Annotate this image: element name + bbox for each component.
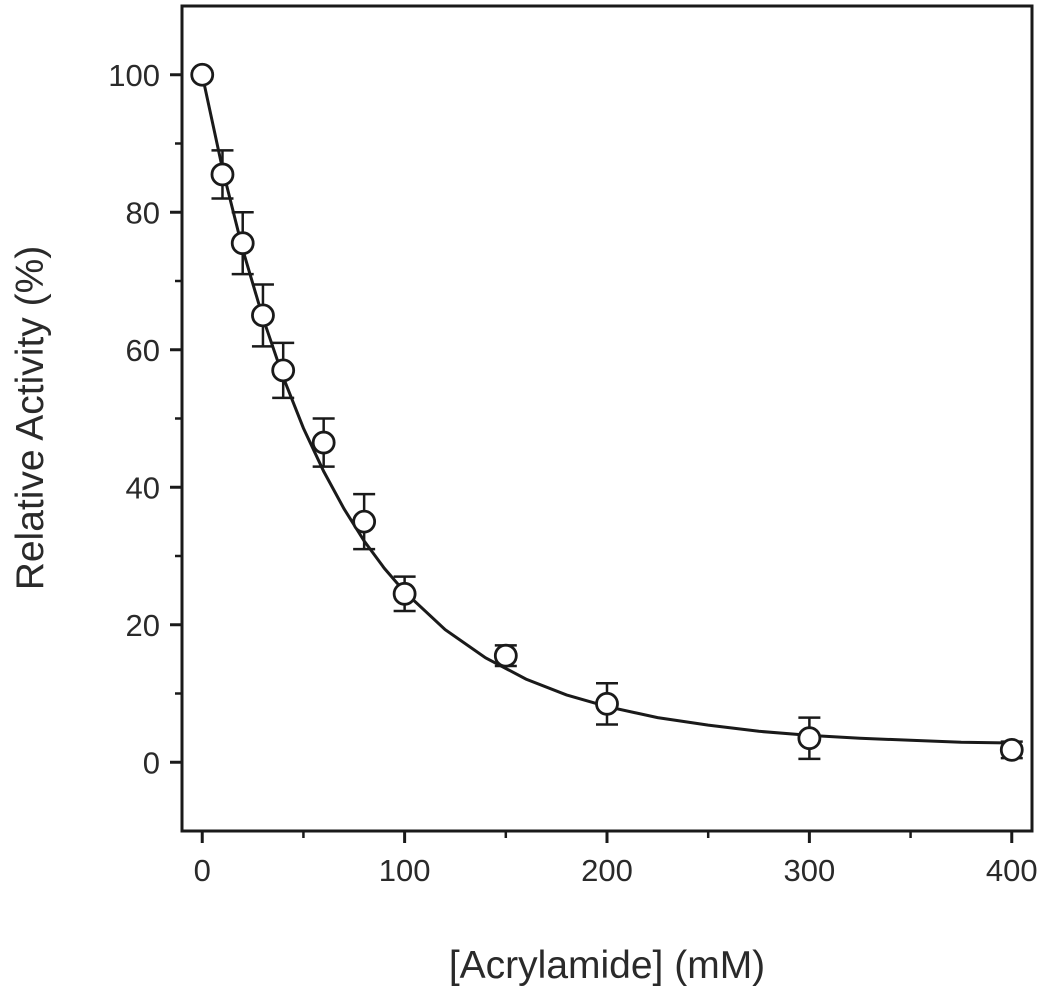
data-point: [493, 643, 518, 668]
y-axis-ticks: 0 20 40 60 80 100: [108, 58, 182, 780]
y-tick-label: 60: [126, 333, 160, 368]
data-point: [230, 231, 255, 256]
data-point: [352, 509, 377, 534]
y-tick-label: 80: [126, 195, 160, 230]
y-tick-label: 100: [108, 58, 160, 93]
data-point: [595, 691, 619, 716]
data-point: [999, 737, 1024, 762]
x-axis-title: [Acrylamide] (mM): [449, 944, 765, 987]
error-bars: [191, 70, 1023, 761]
y-tick-label: 20: [126, 608, 160, 643]
data-point: [797, 726, 822, 751]
data-point: [190, 62, 215, 87]
x-tick-label: 400: [986, 853, 1038, 888]
y-tick-label: 40: [126, 470, 160, 505]
x-tick-label: 200: [581, 853, 633, 888]
fit-curve: [200, 74, 1012, 745]
x-tick-label: 0: [194, 853, 211, 888]
x-axis-ticks: 0 100 200 300 400: [194, 831, 1038, 888]
data-point: [392, 581, 417, 606]
y-axis-title: Relative Activity (%): [9, 246, 52, 591]
data-points: [190, 62, 1024, 762]
data-point: [210, 162, 235, 187]
data-point: [311, 430, 336, 455]
data-point: [271, 358, 296, 383]
data-point: [251, 303, 275, 328]
minor-ticks: [175, 142, 912, 838]
x-tick-label: 100: [379, 853, 431, 888]
x-tick-label: 300: [784, 853, 836, 888]
y-tick-label: 0: [143, 745, 160, 780]
